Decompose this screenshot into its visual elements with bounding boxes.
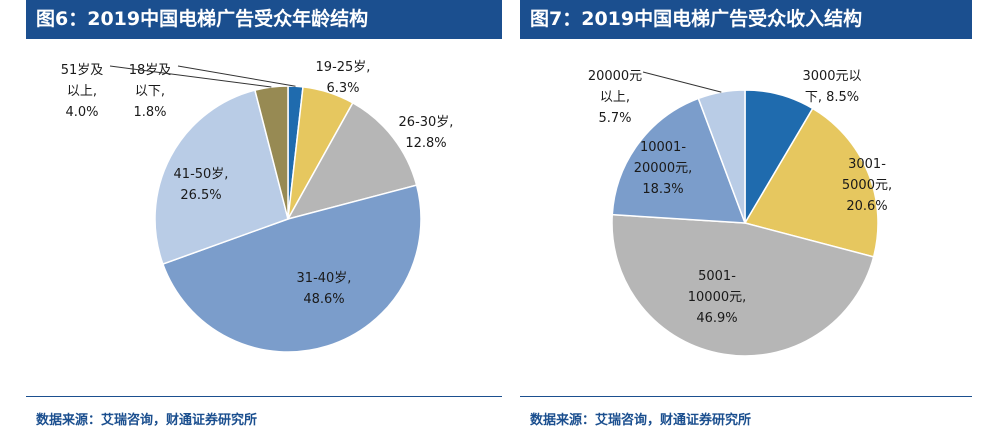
slice-label: 26-30岁, 12.8% [399,115,454,151]
slice-label: 5001-10000元, 46.9% [688,269,747,326]
pie-slice-41-50岁 [154,89,289,266]
title-bar: 图7：2019中国电梯广告受众收入结构 [520,0,972,39]
chart-title: 图6：2019中国电梯广告受众年龄结构 [36,8,369,30]
pie-slice-26-30岁 [286,101,418,221]
title-bar: 图6：2019中国电梯广告受众年龄结构 [26,0,502,39]
slice-label: 3001-5000元, 20.6% [842,157,892,214]
slice-label: 3000元以下, 8.5% [802,69,861,105]
age-structure-panel: 图6：2019中国电梯广告受众年龄结构 18岁及以下, 1.8% 19-25岁, 6.… [26,0,502,440]
leader-line [109,65,272,88]
slice-label: 19-25岁, 6.3% [316,60,371,96]
divider [26,396,502,397]
source-note: 数据来源：艾瑞咨询，财通证券研究所 [36,413,258,428]
pie-slice-10001-20000元 [611,97,747,224]
pie-slice-5001-10000元 [611,213,875,357]
divider [520,396,972,397]
pie-slice-3001-5000元 [743,107,879,258]
slice-label: 51岁及以上, 4.0% [61,63,104,120]
pie-slice-31-40岁 [161,184,422,353]
pie-slice-20000元以上 [697,89,746,224]
leader-line [177,65,296,87]
slice-label: 20000元以上, 5.7% [588,69,642,126]
slice-label: 10001-20000元, 18.3% [634,140,693,197]
slice-label: 18岁及以下, 1.8% [129,63,172,120]
slice-label: 31-40岁, 48.6% [297,271,352,307]
income-structure-panel: 图7：2019中国电梯广告受众收入结构 3000元以下, 8.5% 3001-50… [520,0,972,440]
leader-line [642,71,722,93]
source-note: 数据来源：艾瑞咨询，财通证券研究所 [530,413,752,428]
income-pie-chart: 3000元以下, 8.5% 3001-5000元, 20.6% 5001-10000元… [588,69,892,357]
age-pie-chart: 18岁及以下, 1.8% 19-25岁, 6.3% 26-30岁, 12.8% 31-40岁… [61,60,454,353]
chart-title: 图7：2019中国电梯广告受众收入结构 [530,8,863,30]
slice-label: 41-50岁, 26.5% [174,167,229,203]
